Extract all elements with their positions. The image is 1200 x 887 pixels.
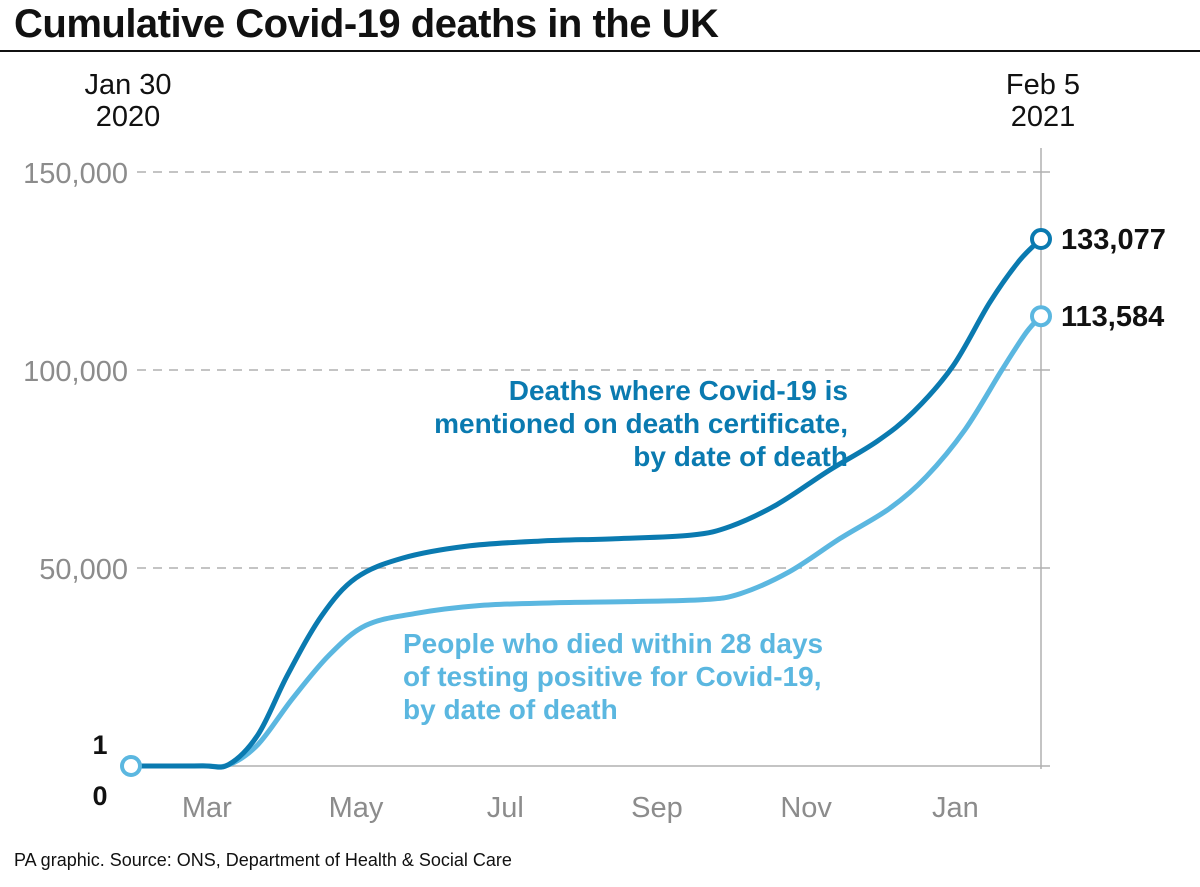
y-tick-label: 150,000	[23, 158, 128, 190]
end-point-marker	[1030, 305, 1052, 328]
x-tick-label: Sep	[631, 792, 683, 824]
series-lines	[120, 228, 1052, 777]
start-point-marker	[120, 754, 142, 777]
series-annotation-certificate: mentioned on death certificate,	[434, 408, 848, 439]
x-tick-label: Mar	[182, 792, 232, 824]
title-divider	[0, 50, 1200, 52]
series-annotation-certificate: by date of death	[633, 441, 848, 472]
series-annotation-tested: People who died within 28 days	[403, 628, 823, 659]
series-line	[128, 236, 1044, 770]
end-value-label: 113,584	[1061, 301, 1164, 333]
series-annotation-tested: of testing positive for Covid-19,	[403, 661, 821, 692]
source-note: PA graphic. Source: ONS, Department of H…	[14, 850, 512, 870]
series-annotation-certificate: Deaths where Covid-19 is	[509, 375, 848, 406]
x-end-label: 2021	[1011, 101, 1076, 133]
start-value-label: 0	[92, 781, 107, 811]
x-tick-label: Nov	[780, 792, 832, 824]
labels: 50,000 100,000 150,000 Mar May Jul Sep Nov Jan Ja…	[23, 69, 1166, 824]
y-tick-label: 100,000	[23, 356, 128, 388]
series-line	[128, 313, 1044, 770]
axes	[131, 148, 1050, 769]
x-tick-label: Jul	[487, 792, 524, 824]
series-annotation-tested: by date of death	[403, 694, 618, 725]
gridlines	[137, 171, 1041, 569]
end-value-label: 133,077	[1061, 224, 1166, 256]
chart-title: Cumulative Covid-19 deaths in the UK	[14, 2, 719, 46]
x-start-label: Jan 30	[84, 69, 171, 101]
x-start-label: 2020	[96, 101, 161, 133]
x-tick-label: May	[329, 792, 384, 824]
y-tick-label: 50,000	[39, 554, 128, 586]
x-tick-label: Jan	[932, 792, 979, 824]
x-end-label: Feb 5	[1006, 69, 1080, 101]
start-value-label: 1	[92, 730, 107, 760]
end-point-marker	[1030, 228, 1052, 251]
